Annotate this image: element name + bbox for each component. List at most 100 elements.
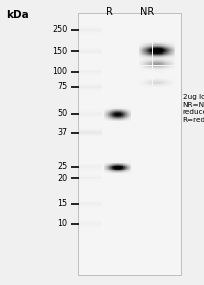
Bar: [161, 55, 162, 56]
Bar: [166, 75, 167, 76]
Bar: [153, 90, 154, 91]
Bar: [129, 169, 130, 170]
Bar: [105, 120, 106, 121]
Bar: [121, 108, 122, 109]
Bar: [157, 43, 158, 44]
Bar: [166, 58, 167, 59]
Bar: [107, 118, 108, 119]
Bar: [157, 58, 158, 59]
Bar: [114, 171, 115, 172]
Bar: [172, 82, 173, 83]
Bar: [124, 158, 125, 159]
Bar: [171, 63, 172, 64]
Bar: [151, 59, 152, 60]
Bar: [149, 76, 150, 77]
Bar: [127, 120, 128, 121]
Bar: [174, 76, 175, 77]
Bar: [150, 89, 151, 90]
Bar: [78, 80, 102, 81]
Bar: [104, 123, 105, 124]
Bar: [162, 88, 163, 89]
Bar: [146, 89, 147, 90]
Bar: [163, 68, 164, 69]
Bar: [140, 41, 141, 42]
Bar: [155, 58, 156, 59]
Bar: [153, 89, 154, 90]
Bar: [172, 73, 173, 74]
Bar: [78, 174, 102, 175]
Bar: [151, 41, 152, 42]
Bar: [161, 56, 162, 57]
Bar: [155, 49, 156, 50]
Bar: [141, 56, 142, 57]
Bar: [150, 78, 151, 79]
Bar: [122, 176, 123, 177]
Bar: [125, 176, 126, 177]
Bar: [111, 117, 112, 118]
Bar: [120, 114, 121, 115]
Bar: [158, 54, 159, 55]
Bar: [146, 57, 147, 58]
Bar: [172, 85, 173, 86]
Bar: [110, 108, 111, 109]
Bar: [161, 75, 162, 76]
Bar: [129, 104, 130, 105]
Bar: [169, 58, 170, 59]
Bar: [168, 80, 169, 81]
Bar: [162, 41, 163, 42]
Bar: [150, 52, 151, 54]
Bar: [168, 41, 169, 42]
Bar: [108, 125, 109, 126]
Bar: [163, 52, 164, 54]
Bar: [126, 104, 127, 105]
Bar: [144, 62, 145, 63]
Bar: [173, 46, 174, 47]
Bar: [165, 75, 166, 76]
Bar: [154, 86, 155, 87]
Bar: [153, 80, 154, 81]
Bar: [156, 57, 157, 58]
Bar: [140, 54, 141, 55]
Bar: [111, 114, 112, 115]
Bar: [174, 75, 175, 76]
Bar: [169, 41, 170, 42]
Bar: [160, 56, 161, 57]
Bar: [109, 163, 110, 164]
Bar: [114, 125, 115, 126]
Bar: [169, 75, 170, 76]
Bar: [144, 65, 145, 66]
Bar: [173, 61, 174, 62]
Bar: [173, 66, 174, 67]
Bar: [127, 162, 128, 163]
Bar: [170, 68, 171, 69]
Text: R: R: [106, 7, 113, 17]
Bar: [78, 217, 102, 218]
Bar: [105, 123, 106, 124]
Bar: [78, 36, 102, 37]
Bar: [148, 66, 149, 67]
Bar: [130, 158, 131, 159]
Bar: [152, 90, 153, 91]
Bar: [111, 172, 112, 173]
Bar: [170, 89, 171, 90]
Bar: [174, 62, 175, 63]
Bar: [123, 118, 124, 119]
Bar: [140, 90, 141, 91]
Bar: [160, 60, 161, 61]
Bar: [143, 82, 144, 83]
Bar: [129, 158, 130, 159]
Bar: [106, 167, 107, 168]
Bar: [166, 40, 167, 41]
Bar: [146, 49, 147, 50]
Bar: [140, 54, 141, 55]
Bar: [112, 165, 113, 166]
Bar: [153, 55, 154, 56]
Bar: [167, 54, 168, 55]
Bar: [128, 170, 129, 171]
Bar: [140, 55, 141, 56]
Bar: [164, 75, 165, 76]
Bar: [144, 56, 145, 57]
Bar: [108, 105, 109, 106]
Bar: [117, 116, 118, 117]
Bar: [172, 61, 173, 62]
